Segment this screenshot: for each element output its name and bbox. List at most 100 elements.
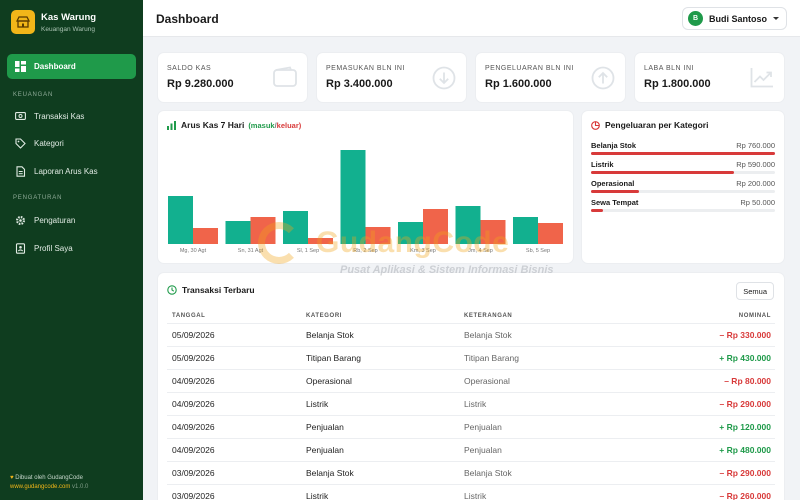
table-row[interactable]: 03/09/2026 Listrik Listrik – Rp 260.000 bbox=[167, 484, 775, 500]
document-icon bbox=[16, 166, 26, 177]
bar-masuk-2[interactable] bbox=[283, 211, 308, 244]
cell-category: Titipan Barang bbox=[306, 353, 361, 363]
x-tick-label: Rb, 2 Sep bbox=[353, 248, 377, 254]
column-header-date[interactable]: TANGGAL bbox=[172, 313, 206, 319]
sidebar-item-pengaturan[interactable]: Pengaturan bbox=[15, 215, 75, 226]
cashflow-chart: Mg, 30 Agt Sn, 31 Agt Sl, 1 Sep Rb, 2 Sep Km… bbox=[168, 150, 563, 254]
category-bar-fill bbox=[591, 152, 775, 155]
user-menu-button[interactable]: B Budi Santoso bbox=[682, 7, 787, 30]
cell-date: 05/09/2026 bbox=[172, 330, 215, 340]
footer-version: v1.0.0 bbox=[72, 484, 89, 490]
view-all-button[interactable]: Semua bbox=[736, 282, 774, 300]
stat-label: SALDO KAS bbox=[167, 65, 212, 72]
column-header-category[interactable]: KATEGORI bbox=[306, 313, 343, 319]
cell-date: 03/09/2026 bbox=[172, 468, 215, 478]
category-bar-track bbox=[591, 190, 775, 193]
bar-masuk-0[interactable] bbox=[168, 196, 193, 244]
bar-masuk-1[interactable] bbox=[225, 221, 251, 244]
sidebar-item-kategori[interactable]: Kategori bbox=[15, 138, 64, 149]
column-header-amount[interactable]: NOMINAL bbox=[738, 313, 771, 319]
sidebar-item-label: Profil Saya bbox=[34, 244, 73, 253]
pie-chart-icon bbox=[591, 120, 600, 130]
cell-description: Belanja Stok bbox=[464, 330, 512, 340]
table-row[interactable]: 04/09/2026 Penjualan Penjualan + Rp 480.000 bbox=[167, 438, 775, 461]
transactions-card: Transaksi Terbaru Semua TANGGAL KATEGORI… bbox=[158, 273, 784, 500]
bar-keluar-5[interactable] bbox=[480, 220, 506, 244]
sidebar-section-pengaturan: PENGATURAN bbox=[13, 195, 63, 201]
bar-masuk-5[interactable] bbox=[455, 206, 481, 244]
category-value: Rp 590.000 bbox=[736, 160, 775, 169]
sidebar-item-label: Dashboard bbox=[34, 62, 76, 71]
cell-category: Listrik bbox=[306, 399, 329, 409]
bar-chart-icon bbox=[167, 120, 176, 130]
sidebar-item-label: Kategori bbox=[34, 139, 64, 148]
bar-keluar-0[interactable] bbox=[193, 228, 218, 244]
transactions-title: Transaksi Terbaru bbox=[167, 285, 255, 295]
bar-masuk-6[interactable] bbox=[513, 217, 538, 244]
stat-card-laba: LABA BLN INI Rp 1.800.000 bbox=[635, 53, 784, 102]
sidebar-item-laporan-arus-kas[interactable]: Laporan Arus Kas bbox=[15, 166, 98, 177]
chart-title: Arus Kas 7 Hari (masuk / keluar) bbox=[167, 120, 301, 130]
category-bar-track bbox=[591, 171, 775, 174]
chevron-down-icon bbox=[773, 17, 779, 20]
cell-amount: + Rp 430.000 bbox=[719, 353, 771, 363]
cell-category: Listrik bbox=[306, 491, 329, 500]
brand[interactable]: Kas Warung Keuangan Warung bbox=[11, 10, 96, 34]
cell-amount: + Rp 480.000 bbox=[719, 445, 771, 455]
table-row[interactable]: 03/09/2026 Belanja Stok Belanja Stok – Rp 2… bbox=[167, 461, 775, 484]
table-row[interactable]: 04/09/2026 Penjualan Penjualan + Rp 120.000 bbox=[167, 415, 775, 438]
bar-masuk-3[interactable] bbox=[340, 150, 366, 244]
cell-amount: – Rp 80.000 bbox=[724, 376, 771, 386]
cell-date: 04/09/2026 bbox=[172, 399, 215, 409]
sidebar-item-transaksi-kas[interactable]: Transaksi Kas bbox=[15, 111, 84, 121]
cell-category: Belanja Stok bbox=[306, 468, 354, 478]
sidebar-item-profil-saya[interactable]: Profil Saya bbox=[15, 243, 73, 254]
stat-value: Rp 1.800.000 bbox=[644, 78, 711, 90]
trend-up-icon bbox=[750, 68, 773, 88]
sidebar-item-label: Laporan Arus Kas bbox=[34, 167, 98, 176]
cell-amount: – Rp 290.000 bbox=[719, 399, 771, 409]
table-row[interactable]: 05/09/2026 Titipan Barang Titipan Barang + … bbox=[167, 346, 775, 369]
cashflow-chart-card: Mg, 30 Agt Sn, 31 Agt Sl, 1 Sep Rb, 2 Sep Km… bbox=[158, 111, 573, 263]
table-row[interactable]: 04/09/2026 Listrik Listrik – Rp 290.000 bbox=[167, 392, 775, 415]
bar-keluar-4[interactable] bbox=[423, 209, 448, 244]
legend-masuk: (masuk bbox=[248, 120, 275, 130]
column-header-description[interactable]: KETERANGAN bbox=[464, 313, 513, 319]
cell-date: 05/09/2026 bbox=[172, 353, 215, 363]
stat-value: Rp 9.280.000 bbox=[167, 78, 234, 90]
x-tick-label: Jm, 4 Sep bbox=[468, 248, 493, 254]
cell-category: Penjualan bbox=[306, 422, 344, 432]
x-tick-label: Mg, 30 Agt bbox=[180, 248, 207, 254]
clock-icon bbox=[167, 285, 177, 295]
sidebar-item-dashboard[interactable]: Dashboard bbox=[7, 54, 136, 79]
cell-description: Penjualan bbox=[464, 445, 502, 455]
legend-separator: / bbox=[274, 120, 277, 130]
stat-label: PENGELUARAN BLN INI bbox=[485, 65, 574, 72]
table-row[interactable]: 04/09/2026 Operasional Operasional – Rp 80.… bbox=[167, 369, 775, 392]
category-bar-fill bbox=[591, 209, 604, 212]
cell-description: Belanja Stok bbox=[464, 468, 512, 478]
cell-category: Belanja Stok bbox=[306, 330, 354, 340]
category-title: Pengeluaran per Kategori bbox=[591, 120, 708, 130]
cash-icon bbox=[15, 112, 26, 120]
bar-masuk-4[interactable] bbox=[398, 222, 423, 244]
grid-icon bbox=[15, 61, 26, 72]
bar-keluar-3[interactable] bbox=[365, 227, 391, 244]
chart-title-text: Arus Kas 7 Hari bbox=[181, 120, 245, 130]
bar-keluar-1[interactable] bbox=[250, 217, 276, 244]
footer-site-link[interactable]: www.gudangcode.com bbox=[10, 484, 71, 490]
table-row[interactable]: 05/09/2026 Belanja Stok Belanja Stok – Rp 3… bbox=[167, 323, 775, 346]
cell-date: 04/09/2026 bbox=[172, 445, 215, 455]
bar-keluar-6[interactable] bbox=[538, 223, 563, 244]
expense-category-card: Pengeluaran per Kategori Belanja Stok Rp… bbox=[582, 111, 784, 263]
x-tick-label: Sb, 5 Sep bbox=[526, 248, 550, 254]
stat-card-saldo-kas: SALDO KAS Rp 9.280.000 bbox=[158, 53, 307, 102]
cell-amount: – Rp 260.000 bbox=[719, 491, 771, 500]
category-bar-fill bbox=[591, 190, 640, 193]
cell-description: Operasional bbox=[464, 376, 510, 386]
stat-card-pemasukan: PEMASUKAN BLN INI Rp 3.400.000 bbox=[317, 53, 466, 102]
stat-value: Rp 3.400.000 bbox=[326, 78, 393, 90]
category-bar-fill bbox=[591, 171, 734, 174]
bar-keluar-2[interactable] bbox=[308, 238, 333, 244]
page-title: Dashboard bbox=[156, 12, 219, 26]
